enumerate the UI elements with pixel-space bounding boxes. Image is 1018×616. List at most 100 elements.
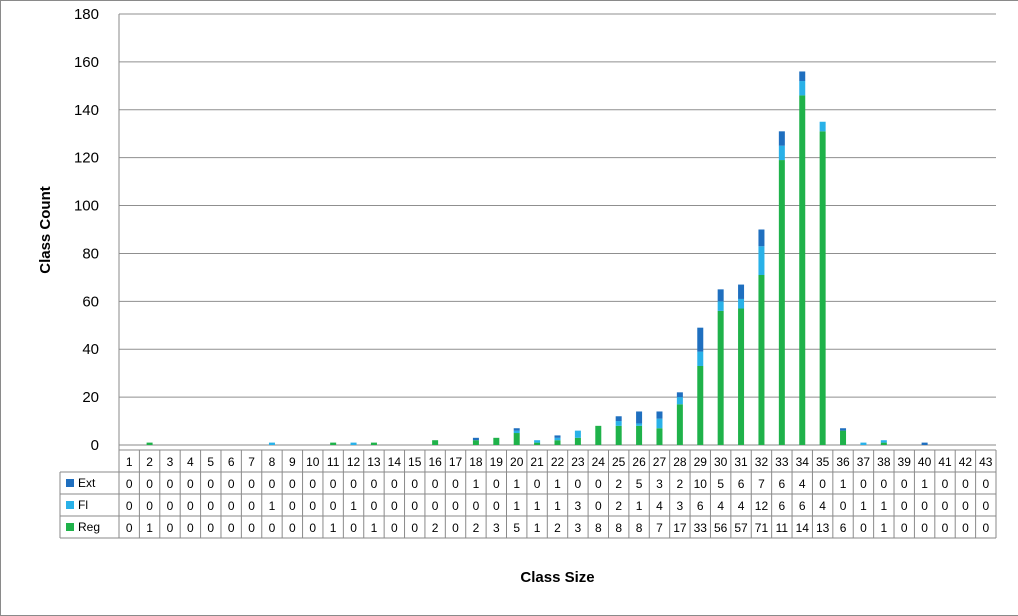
bar-segment-reg	[615, 425, 622, 445]
x-tick-label: 23	[571, 455, 585, 469]
data-label-ext: 0	[880, 477, 887, 491]
bar-segment-ext	[778, 131, 785, 146]
x-tick-label: 18	[469, 455, 483, 469]
bar-segment-ext	[799, 71, 806, 82]
data-label-reg: 1	[371, 521, 378, 535]
data-label-ext: 0	[534, 477, 541, 491]
data-label-fl: 12	[755, 499, 769, 513]
data-label-fl: 0	[942, 499, 949, 513]
data-label-reg: 0	[207, 521, 214, 535]
bar-segment-reg	[554, 440, 561, 445]
data-label-reg: 0	[962, 521, 969, 535]
bar-segment-fl	[574, 430, 581, 438]
x-axis-title: Class Size	[520, 569, 594, 586]
data-label-reg: 17	[673, 521, 687, 535]
data-label-reg: 0	[289, 521, 296, 535]
data-label-fl: 1	[860, 499, 867, 513]
bar-segment-ext	[513, 428, 520, 431]
y-tick-label: 80	[82, 245, 99, 262]
data-label-ext: 0	[330, 477, 337, 491]
bar-segment-fl	[697, 351, 704, 366]
data-label-reg: 57	[734, 521, 748, 535]
data-label-ext: 0	[982, 477, 989, 491]
y-tick-label: 60	[82, 293, 99, 310]
data-label-ext: 0	[228, 477, 235, 491]
x-tick-label: 8	[269, 455, 276, 469]
data-label-fl: 0	[371, 499, 378, 513]
data-label-ext: 0	[962, 477, 969, 491]
data-label-fl: 1	[269, 499, 276, 513]
data-label-ext: 0	[269, 477, 276, 491]
data-label-fl: 0	[126, 499, 133, 513]
data-label-ext: 0	[901, 477, 908, 491]
data-label-ext: 0	[942, 477, 949, 491]
bar-segment-reg	[656, 428, 663, 445]
bar-segment-ext	[615, 416, 622, 422]
data-label-fl: 0	[595, 499, 602, 513]
y-tick-label: 180	[74, 6, 99, 23]
bar-segment-fl	[615, 421, 622, 426]
x-tick-label: 11	[327, 455, 340, 469]
data-label-reg: 0	[921, 521, 928, 535]
data-label-ext: 1	[473, 477, 480, 491]
data-label-reg: 11	[776, 521, 789, 535]
data-label-reg: 0	[228, 521, 235, 535]
bar-segment-ext	[472, 437, 479, 441]
data-label-fl: 0	[921, 499, 928, 513]
data-label-fl: 6	[779, 499, 786, 513]
x-tick-label: 12	[347, 455, 361, 469]
data-label-reg: 71	[755, 521, 769, 535]
bar-segment-fl	[513, 430, 520, 434]
data-label-reg: 56	[714, 521, 728, 535]
data-label-reg: 1	[880, 521, 887, 535]
data-label-fl: 0	[330, 499, 337, 513]
y-tick-label: 20	[82, 389, 99, 406]
x-tick-label: 39	[898, 455, 912, 469]
bar-segment-ext	[697, 327, 704, 352]
bar-segment-fl	[717, 301, 724, 311]
data-label-reg: 0	[411, 521, 418, 535]
x-tick-label: 42	[959, 455, 973, 469]
data-label-reg: 13	[816, 521, 830, 535]
bar-segment-fl	[880, 440, 887, 443]
data-label-fl: 0	[309, 499, 316, 513]
data-label-fl: 0	[207, 499, 214, 513]
data-label-fl: 6	[799, 499, 806, 513]
x-tick-label: 36	[836, 455, 850, 469]
data-label-fl: 3	[575, 499, 582, 513]
x-tick-label: 3	[167, 455, 174, 469]
x-tick-label: 28	[673, 455, 687, 469]
data-label-ext: 5	[717, 477, 724, 491]
data-label-fl: 0	[901, 499, 908, 513]
data-label-reg: 5	[513, 521, 520, 535]
data-label-reg: 8	[595, 521, 602, 535]
data-label-ext: 4	[799, 477, 806, 491]
data-label-fl: 0	[146, 499, 153, 513]
data-label-ext: 0	[391, 477, 398, 491]
legend-label-ext: Ext	[78, 476, 96, 490]
data-label-fl: 0	[187, 499, 194, 513]
data-label-reg: 3	[493, 521, 500, 535]
x-tick-label: 14	[388, 455, 402, 469]
data-label-reg: 2	[473, 521, 480, 535]
x-tick-label: 16	[428, 455, 442, 469]
data-label-reg: 3	[575, 521, 582, 535]
bar-segment-reg	[676, 404, 683, 445]
bar-segment-reg	[697, 365, 704, 445]
data-label-fl: 0	[982, 499, 989, 513]
bar-segment-reg	[574, 437, 581, 445]
data-label-ext: 0	[819, 477, 826, 491]
data-label-fl: 0	[411, 499, 418, 513]
bar-segment-ext	[554, 435, 561, 438]
data-label-ext: 3	[656, 477, 663, 491]
x-tick-label: 6	[228, 455, 235, 469]
x-tick-label: 35	[816, 455, 830, 469]
data-label-fl: 0	[962, 499, 969, 513]
data-label-ext: 0	[207, 477, 214, 491]
data-label-ext: 0	[187, 477, 194, 491]
x-tick-label: 7	[248, 455, 255, 469]
y-tick-label: 0	[91, 437, 99, 454]
x-tick-label: 33	[775, 455, 789, 469]
y-tick-label: 100	[74, 198, 99, 215]
data-label-ext: 0	[432, 477, 439, 491]
